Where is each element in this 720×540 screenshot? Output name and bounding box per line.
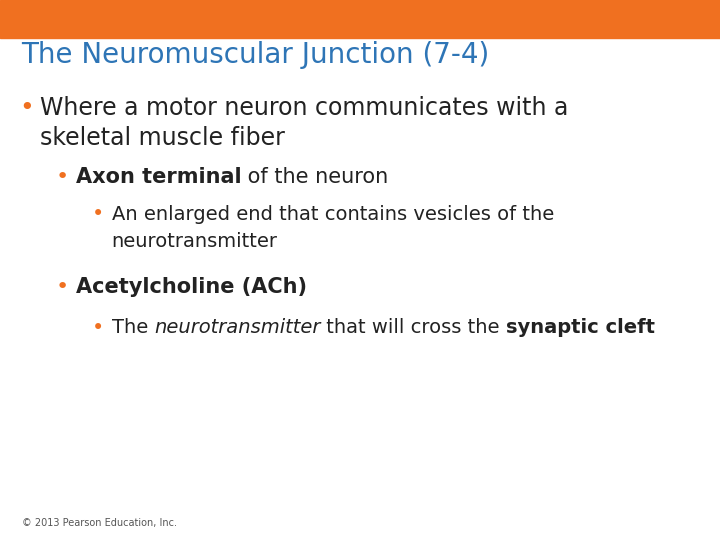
Text: •: • — [55, 277, 68, 298]
Text: that will cross the: that will cross the — [320, 318, 506, 338]
Text: skeletal muscle fiber: skeletal muscle fiber — [40, 126, 284, 150]
Text: •: • — [91, 318, 104, 338]
Text: Where a motor neuron communicates with a: Where a motor neuron communicates with a — [40, 96, 568, 120]
Text: An enlarged end that contains vesicles of the: An enlarged end that contains vesicles o… — [112, 205, 554, 224]
Text: •: • — [19, 96, 34, 120]
Text: The: The — [112, 318, 154, 338]
Text: Acetylcholine (ACh): Acetylcholine (ACh) — [76, 277, 307, 298]
Text: © 2013 Pearson Education, Inc.: © 2013 Pearson Education, Inc. — [22, 518, 176, 528]
Text: of the neuron: of the neuron — [241, 167, 389, 187]
Text: Axon terminal: Axon terminal — [76, 167, 241, 187]
Text: neurotransmitter: neurotransmitter — [112, 232, 278, 251]
Text: •: • — [55, 167, 68, 187]
Text: The Neuromuscular Junction (7-4): The Neuromuscular Junction (7-4) — [22, 40, 490, 69]
Bar — [0, 0, 720, 38]
Text: neurotransmitter: neurotransmitter — [154, 318, 320, 338]
Text: •: • — [91, 204, 104, 225]
Text: synaptic cleft: synaptic cleft — [506, 318, 655, 338]
